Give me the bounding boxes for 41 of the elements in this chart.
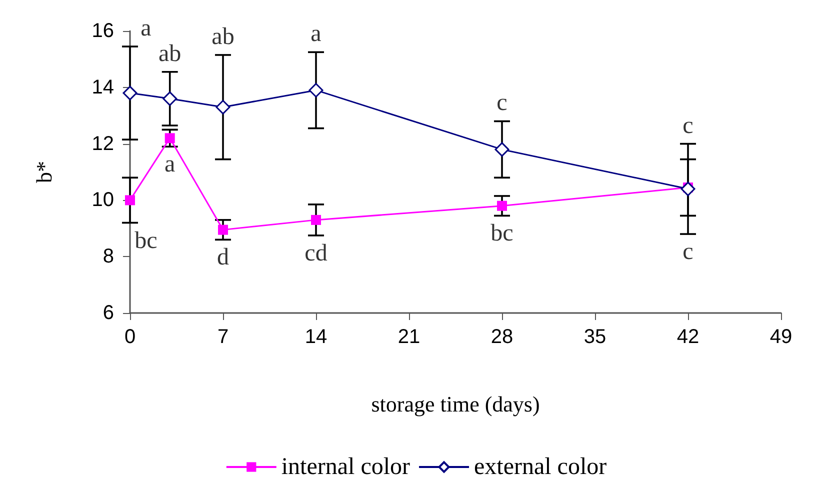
annotation: bc (134, 228, 158, 254)
x-tick-label: 0 (124, 326, 136, 348)
annotation: bc (490, 220, 514, 247)
annotation: c (496, 90, 508, 116)
point (218, 224, 228, 235)
legend-label: external color (474, 454, 607, 480)
annotation: ab (158, 40, 182, 67)
annotation: a (140, 16, 152, 42)
y-tick-label: 14 (92, 76, 114, 98)
point (308, 82, 324, 98)
y-axis-title: b* (32, 161, 56, 183)
legend-label: internal color (281, 454, 410, 480)
point (216, 100, 230, 114)
y-tick-label: 8 (102, 246, 114, 268)
y-tick-label: 16 (92, 20, 114, 42)
x-tick-label: 28 (490, 326, 514, 348)
y-tick-label: 6 (102, 302, 114, 324)
annotation: d (217, 244, 229, 271)
x-tick-label: 35 (584, 326, 606, 348)
x-tick-label: 7 (217, 326, 229, 348)
point (497, 200, 507, 211)
y-tick-label: 12 (92, 132, 114, 155)
point (680, 182, 696, 196)
x-tick-label: 42 (676, 326, 700, 348)
annotation: a (310, 21, 322, 48)
x-tick-label: 49 (770, 326, 792, 348)
y-tick-label: 10 (92, 189, 114, 212)
annotation: c (682, 112, 694, 139)
point (311, 214, 321, 225)
point (122, 86, 138, 100)
annotation: a (164, 152, 176, 178)
point (164, 133, 175, 144)
point (494, 142, 510, 157)
annotation: ab (212, 24, 234, 50)
point (162, 91, 178, 106)
x-tick-label: 21 (398, 326, 420, 348)
point (125, 195, 135, 206)
x-axis-title: storage time (days) (371, 392, 540, 416)
x-tick-label: 14 (304, 326, 328, 348)
annotation: cd (304, 240, 328, 266)
annotation: c (682, 239, 694, 266)
